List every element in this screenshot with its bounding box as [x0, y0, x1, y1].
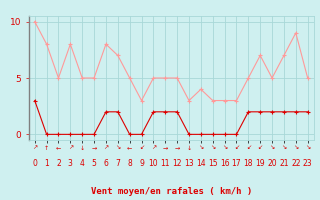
- Text: 21: 21: [279, 160, 289, 168]
- Text: →: →: [163, 146, 168, 150]
- Text: ↙: ↙: [234, 146, 239, 150]
- Text: 8: 8: [127, 160, 132, 168]
- Text: ↓: ↓: [186, 146, 192, 150]
- Text: 12: 12: [172, 160, 182, 168]
- Text: ↘: ↘: [269, 146, 275, 150]
- Text: ↘: ↘: [222, 146, 227, 150]
- Text: 22: 22: [291, 160, 300, 168]
- Text: 3: 3: [68, 160, 73, 168]
- Text: 5: 5: [92, 160, 97, 168]
- Text: →: →: [174, 146, 180, 150]
- Text: ↓: ↓: [80, 146, 85, 150]
- Text: 17: 17: [232, 160, 241, 168]
- Text: ↘: ↘: [115, 146, 120, 150]
- Text: 13: 13: [184, 160, 194, 168]
- Text: ↗: ↗: [32, 146, 37, 150]
- Text: →: →: [92, 146, 97, 150]
- Text: 9: 9: [139, 160, 144, 168]
- Text: ↑: ↑: [44, 146, 49, 150]
- Text: ↗: ↗: [103, 146, 108, 150]
- Text: ↘: ↘: [281, 146, 286, 150]
- Text: ↙: ↙: [139, 146, 144, 150]
- Text: ↘: ↘: [293, 146, 299, 150]
- Text: 4: 4: [80, 160, 84, 168]
- Text: ↗: ↗: [68, 146, 73, 150]
- Text: ↘: ↘: [305, 146, 310, 150]
- Text: ↗: ↗: [151, 146, 156, 150]
- Text: 10: 10: [148, 160, 158, 168]
- Text: 20: 20: [267, 160, 277, 168]
- Text: ←: ←: [127, 146, 132, 150]
- Text: 15: 15: [208, 160, 218, 168]
- Text: ↘: ↘: [198, 146, 204, 150]
- Text: 19: 19: [255, 160, 265, 168]
- Text: 14: 14: [196, 160, 206, 168]
- Text: ↙: ↙: [258, 146, 263, 150]
- Text: ←: ←: [56, 146, 61, 150]
- Text: ↘: ↘: [210, 146, 215, 150]
- Text: 6: 6: [103, 160, 108, 168]
- Text: 18: 18: [244, 160, 253, 168]
- Text: 7: 7: [116, 160, 120, 168]
- Text: ↙: ↙: [246, 146, 251, 150]
- Text: 2: 2: [56, 160, 61, 168]
- Text: 16: 16: [220, 160, 229, 168]
- Text: 11: 11: [161, 160, 170, 168]
- Text: 1: 1: [44, 160, 49, 168]
- Text: 0: 0: [32, 160, 37, 168]
- Text: 23: 23: [303, 160, 312, 168]
- Text: Vent moyen/en rafales ( km/h ): Vent moyen/en rafales ( km/h ): [91, 187, 252, 196]
